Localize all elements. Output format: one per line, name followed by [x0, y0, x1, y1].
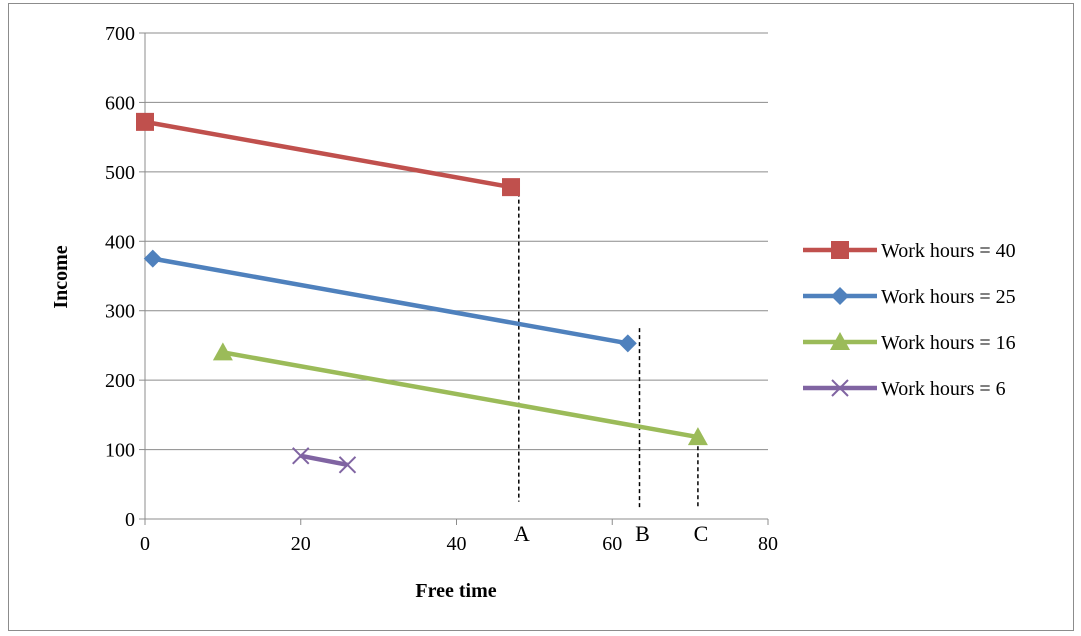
x-axis-title: Free time: [415, 580, 496, 602]
legend-label-0: Work hours = 40: [881, 240, 1016, 262]
series-0-point-0: [136, 113, 154, 131]
x-tick-label: 20: [291, 533, 311, 555]
series-line-2: [223, 352, 698, 437]
series-0-point-1: [502, 178, 520, 196]
legend: Work hours = 40 Work hours = 25 Work hours…: [803, 240, 1016, 400]
y-tick-label: 700: [105, 23, 135, 45]
legend-marker-0: [831, 241, 849, 259]
x-tick-label: 60: [602, 533, 622, 555]
series-1-point-1: [619, 334, 637, 352]
annotation-label-B: B: [635, 521, 650, 546]
legend-label-2: Work hours = 16: [881, 332, 1016, 354]
y-tick-label: 200: [105, 370, 135, 392]
series-line-1: [153, 259, 628, 344]
annotation-label-A: A: [514, 521, 530, 546]
legend-label-1: Work hours = 25: [881, 286, 1016, 308]
annotations: A B C: [514, 193, 708, 546]
x-tick-label: 80: [758, 533, 778, 555]
y-tick-label: 100: [105, 440, 135, 462]
legend-label-3: Work hours = 6: [881, 378, 1006, 400]
annotation-label-C: C: [694, 521, 709, 546]
series-1-point-0: [144, 250, 162, 268]
series-group: [136, 113, 708, 473]
x-tick-label: 40: [447, 533, 467, 555]
legend-marker-1: [831, 287, 849, 305]
y-tick-label: 400: [105, 231, 135, 253]
gridlines: [145, 33, 768, 450]
x-tick-label: 0: [140, 533, 150, 555]
y-tick-label: 0: [125, 509, 135, 531]
series-line-0: [145, 122, 511, 187]
y-tick-label: 600: [105, 92, 135, 114]
y-axis-title: Income: [50, 245, 72, 308]
y-tick-label: 300: [105, 301, 135, 323]
y-tick-label: 500: [105, 162, 135, 184]
